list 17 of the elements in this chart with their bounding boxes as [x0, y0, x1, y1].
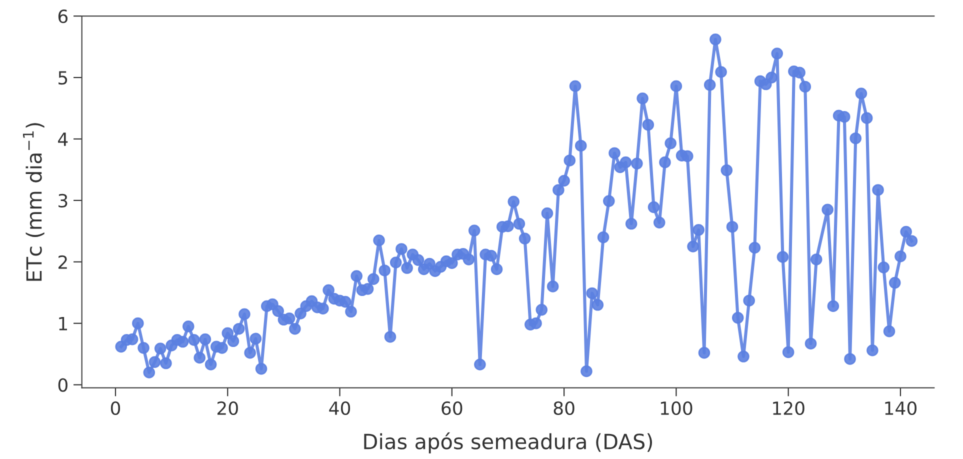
- y-tick-label: 4: [58, 132, 68, 146]
- x-tick-label: 120: [773, 401, 804, 416]
- y-tick-label: 0: [58, 378, 68, 392]
- x-tick-label: 40: [329, 401, 350, 416]
- x-tick-label: 0: [110, 401, 120, 416]
- y-tick-label: 5: [58, 71, 68, 85]
- x-tick-label: 80: [554, 401, 574, 416]
- x-tick-label: 20: [217, 401, 238, 416]
- y-tick-label: 3: [58, 194, 68, 208]
- y-tick-label: 2: [58, 255, 67, 269]
- y-tick-label: 1: [59, 317, 67, 330]
- y-tick-label: 6: [58, 10, 68, 24]
- y-axis-title: ETc (mm dia$^{−1}$): [22, 123, 44, 281]
- x-tick-label: 140: [885, 401, 916, 416]
- x-tick-label: 60: [442, 401, 462, 416]
- x-axis-title: Dias após semeadura (DAS): [364, 432, 652, 454]
- x-tick-label: 100: [660, 401, 692, 416]
